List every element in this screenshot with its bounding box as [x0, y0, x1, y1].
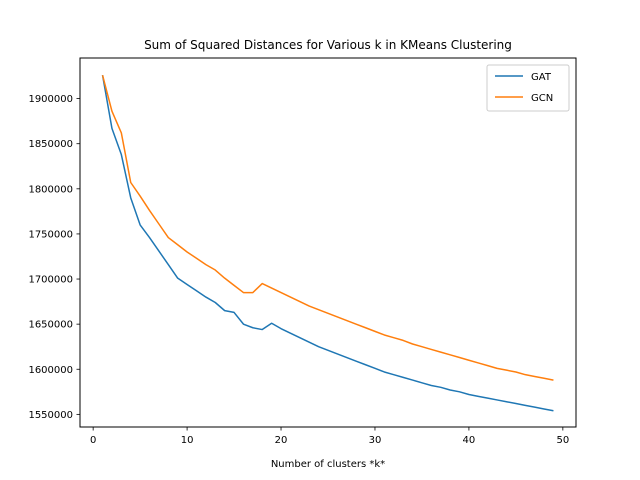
y-tick-label: 1600000: [28, 365, 73, 376]
y-tick-label: 1650000: [28, 320, 73, 331]
x-tick-label: 30: [369, 435, 382, 446]
plot-area: 0 10 20 30 40 50 1550000 1600000 1650000 1700000 1…: [28, 74, 569, 446]
series-line-gcn: [101, 74, 554, 381]
x-tick-label: 0: [90, 435, 96, 446]
y-tick-label: 1550000: [28, 410, 73, 421]
chart-title: Sum of Squared Distances for Various k i…: [144, 38, 512, 52]
x-tick-label: 20: [275, 435, 288, 446]
legend-label-gcn: GCN: [531, 93, 553, 104]
y-tick-label: 1800000: [28, 184, 73, 195]
x-axis-label: Number of clusters *k*: [271, 459, 385, 470]
y-tick-label: 1750000: [28, 229, 73, 240]
x-tick-label: 40: [463, 435, 476, 446]
legend-frame: [486, 64, 570, 112]
axes-frame: [79, 57, 577, 428]
x-tick-label: 50: [556, 435, 569, 446]
y-tick-label: 1850000: [28, 139, 73, 150]
x-tick-label: 10: [181, 435, 194, 446]
legend: GAT GCN: [486, 64, 570, 112]
y-tick-label: 1900000: [28, 94, 73, 105]
series-line-gat: [101, 75, 554, 412]
y-tick-label: 1700000: [28, 275, 73, 286]
legend-label-gat: GAT: [531, 72, 552, 83]
